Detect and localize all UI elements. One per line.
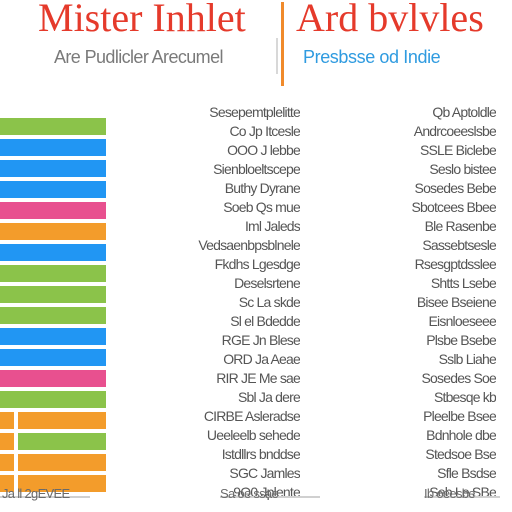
right-list-item: Seslo bistee (429, 161, 496, 177)
middle-list-item: Sbl Ja dere (237, 389, 300, 405)
color-bar (0, 307, 106, 324)
color-bar (18, 433, 106, 450)
color-bar (0, 181, 106, 198)
right-list-item: Sosedes Soe (421, 370, 496, 386)
middle-list-item: Deselsrtene (234, 275, 300, 291)
right-list-item: Plsbe Bsebe (426, 332, 496, 348)
middle-list-item: Ueeleelb sehede (206, 427, 300, 443)
right-list-item: Andrcoeeslsbe (413, 123, 496, 139)
subtitle-divider-left (276, 38, 278, 74)
color-bar-stack (0, 118, 110, 498)
middle-list-item: RIR JE Me sae (216, 370, 300, 386)
subtitle-left: Are Pudlicler Arecumel (54, 47, 223, 67)
middle-list-item: Buthy Dyrane (224, 180, 300, 196)
color-bar (18, 454, 106, 471)
right-list-item: Sosedes Bebe (414, 180, 496, 196)
color-bar (0, 118, 106, 135)
color-bar (18, 475, 106, 492)
right-list-item: Bdnhole dbe (426, 427, 496, 443)
right-list-item: Stedsoe Bse (425, 446, 496, 462)
color-bar (0, 370, 106, 387)
middle-list-item: CIRBE Asleradse (203, 408, 300, 424)
color-bar (0, 286, 106, 303)
color-bar-segment (0, 454, 14, 471)
right-list-item: Ble Rasenbe (424, 218, 496, 234)
color-bar (0, 160, 106, 177)
title-left: Mister Inhlet (38, 0, 246, 40)
middle-list-item: ORD Ja Aeae (223, 351, 300, 367)
footer-rule-right (424, 496, 500, 498)
right-list-item: Sslb Liahe (438, 351, 496, 367)
middle-list-item: Fkdhs Lgesdge (214, 256, 300, 272)
middle-list-item: Sesepemtplelitte (209, 104, 300, 120)
right-list-item: Sbotcees Bbee (411, 199, 496, 215)
color-bar-segment (0, 412, 14, 429)
right-list-item: Rsesgptdsslee (414, 256, 496, 272)
color-bar (0, 202, 106, 219)
middle-list-item: Soeb Qs mue (223, 199, 300, 215)
footer-rule-left (0, 496, 90, 498)
color-bar (0, 391, 106, 408)
middle-list-item: OOO J lebbe (227, 142, 300, 158)
middle-list-item: Vedsaenbpsblnele (198, 237, 300, 253)
color-bar (0, 223, 106, 240)
footer-rule-middle (220, 496, 320, 498)
right-list-item: Eisnloeseee (428, 313, 496, 329)
color-bar (18, 412, 106, 429)
subtitle-right: Presbsse od Indie (303, 47, 441, 67)
right-list-item: SSLE Biclebe (419, 142, 496, 158)
color-bar (0, 139, 106, 156)
title-right: Ard bvlvles (296, 0, 484, 40)
footer-left-text: Ja ll 2gEVEE (2, 486, 70, 501)
middle-list-item: Sc La skde (238, 294, 300, 310)
right-list-item: Sfle Bsdse (437, 465, 496, 481)
middle-list-item: Iml Jaleds (244, 218, 300, 234)
color-bar-segment (0, 475, 14, 492)
color-bar-segment (0, 433, 14, 450)
color-bar (0, 328, 106, 345)
color-bar (0, 265, 106, 282)
middle-list-item: Istdllrs bnddse (221, 446, 300, 462)
title-divider (281, 2, 284, 86)
right-list-item: Sassebtsesle (422, 237, 496, 253)
color-bar (0, 349, 106, 366)
footer-middle-text: Sa oe ssae (220, 486, 279, 501)
middle-list-item: SGC Jamles (229, 465, 300, 481)
footer-right-text: Ib oeesbe (424, 486, 476, 501)
right-list-item: Qb Aptoldle (432, 104, 496, 120)
right-list-item: Shtts Lsebe (430, 275, 496, 291)
middle-column-list: Sesepemtplelitte Co Jp Itcesle OOO J lebbe… (150, 103, 300, 502)
middle-list-item: Sienbloeltscepe (213, 161, 300, 177)
middle-list-item: RGE Jn Blese (221, 332, 300, 348)
right-list-item: Stbesqe kb (433, 389, 496, 405)
right-column-list: Qb Aptoldle Andrcoeeslsbe SSLE Biclebe Sesl… (360, 103, 496, 502)
middle-list-item: Co Jp Itcesle (229, 123, 300, 139)
color-bar (0, 244, 106, 261)
right-list-item: Bisee Bseiene (416, 294, 496, 310)
middle-list-item: Sl el Bdedde (230, 313, 300, 329)
right-list-item: Pleelbe Bsee (423, 408, 496, 424)
